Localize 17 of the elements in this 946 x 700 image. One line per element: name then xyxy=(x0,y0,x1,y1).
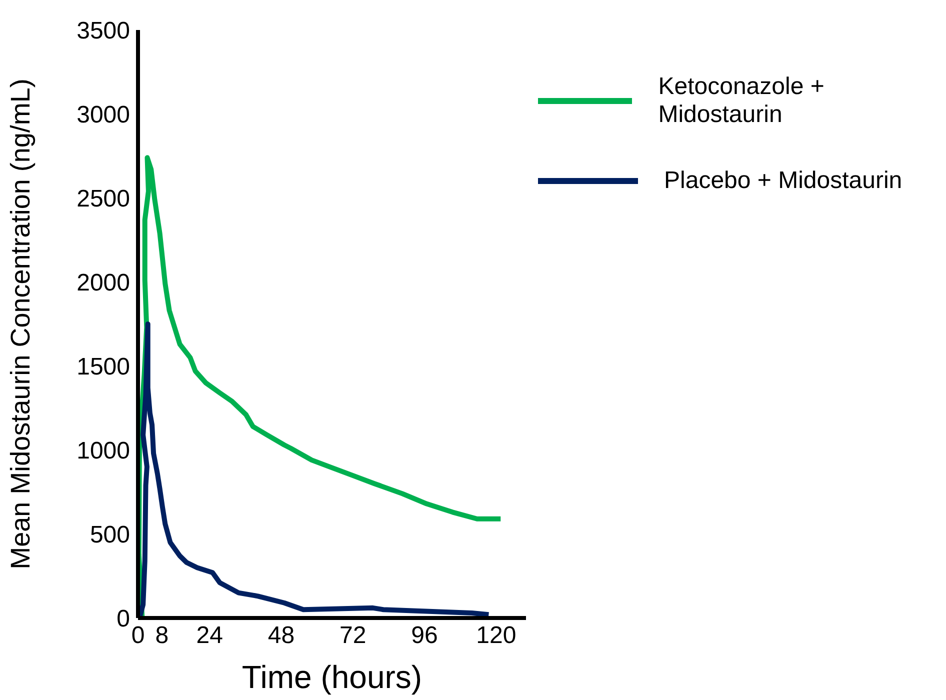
y-tick-label: 2000 xyxy=(76,270,130,297)
x-tick-label: 96 xyxy=(411,622,438,650)
y-tick-label: 3500 xyxy=(76,18,130,45)
y-tick-label: 1000 xyxy=(76,438,130,465)
x-tick-label: 120 xyxy=(476,622,516,650)
x-tick-label: 24 xyxy=(196,622,223,650)
y-tick-label: 3000 xyxy=(76,102,130,129)
y-axis-title: Mean Midostaurin Concentration (ng/mL) xyxy=(6,78,36,570)
x-tick-label: 48 xyxy=(268,622,295,650)
y-tick-label: 2500 xyxy=(76,186,130,213)
y-tick-label: 500 xyxy=(90,522,130,549)
legend-label: Ketoconazole + Midostaurin xyxy=(658,73,826,129)
y-tick-label: 1500 xyxy=(76,354,130,381)
legend-label: Placebo + Midostaurin xyxy=(664,167,902,195)
x-tick-label: 8 xyxy=(155,622,169,650)
x-tick-label: 72 xyxy=(340,622,366,650)
x-axis-title: Time (hours) xyxy=(242,659,422,695)
